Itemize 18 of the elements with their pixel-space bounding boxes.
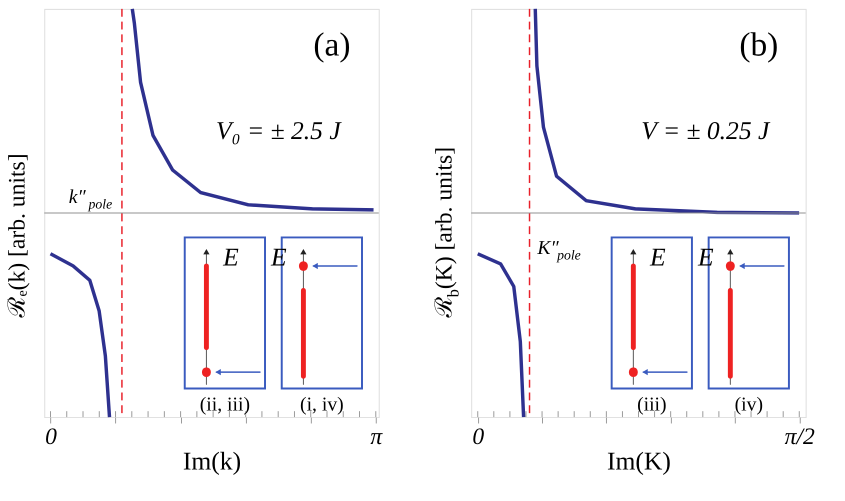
annotation: (a)	[313, 26, 350, 64]
annotation: E	[222, 242, 240, 272]
x-tick-label: 0	[45, 424, 58, 450]
x-tick-label: π/2	[784, 424, 816, 450]
annotation: V = ± 0.25 J	[641, 116, 772, 146]
annotation: (b)	[739, 26, 778, 64]
x-axis-title: Im(k)	[182, 446, 242, 476]
x-axis-title: Im(K)	[606, 446, 671, 476]
y-axis-title: ℛₑ(k) [arb. units]	[4, 153, 31, 318]
x-tick-label: π	[370, 424, 384, 450]
annotation: (iii)	[637, 394, 667, 416]
y-axis-title: ℛb(K) [arb. units]	[432, 146, 463, 318]
x-tick-label: 0	[472, 424, 484, 450]
annotation: V₀ = ± 2.5 J	[216, 116, 342, 146]
annotation: (i, iv)	[300, 394, 344, 416]
annotation: (iv)	[734, 394, 763, 416]
annotation: E	[649, 242, 666, 272]
annotation: (ii, iii)	[200, 394, 250, 416]
